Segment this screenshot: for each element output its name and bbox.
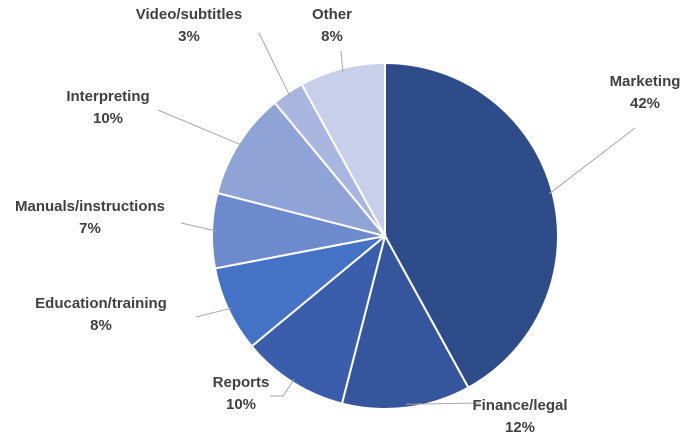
leader-line-other [340, 50, 344, 72]
slice-value-education-training: 8% [90, 317, 112, 334]
leader-line-interpreting [157, 109, 243, 146]
slice-label-education-training: Education/training [35, 295, 167, 312]
pie-slice-marketing [384, 61, 559, 389]
slice-value-video-subtitles: 3% [178, 28, 200, 45]
slice-label-finance-legal: Finance/legal [472, 397, 567, 414]
leader-line-reports [270, 378, 295, 397]
leader-line-manuals-instructions [180, 222, 216, 232]
slice-label-video-subtitles: Video/subtitles [136, 6, 242, 23]
pie-slice-finance-legal [340, 233, 470, 410]
labels-layer: Marketing 42% Finance/legal 12% Reports 10% Ed… [15, 6, 680, 436]
slice-label-manuals-instructions: Manuals/instructions [15, 198, 165, 215]
slices-layer [211, 61, 559, 410]
slice-value-manuals-instructions: 7% [79, 220, 101, 237]
pie-slice-other [300, 61, 386, 237]
slice-label-marketing: Marketing [610, 73, 681, 90]
slice-value-reports: 10% [226, 396, 256, 413]
slice-value-other: 8% [321, 28, 343, 45]
slice-label-reports: Reports [213, 374, 270, 391]
slice-value-marketing: 42% [630, 95, 660, 112]
leader-line-finance-legal [406, 402, 481, 405]
leader-line-education-training [195, 307, 232, 318]
leader-line-video-subtitles [258, 32, 291, 97]
slice-value-interpreting: 10% [93, 110, 123, 127]
leader-line-marketing [548, 127, 636, 195]
pie-slice-interpreting [216, 101, 388, 238]
slice-label-other: Other [312, 6, 352, 23]
slice-value-finance-legal: 12% [505, 419, 535, 436]
slice-label-interpreting: Interpreting [66, 88, 149, 105]
leader-lines-layer [157, 32, 636, 405]
